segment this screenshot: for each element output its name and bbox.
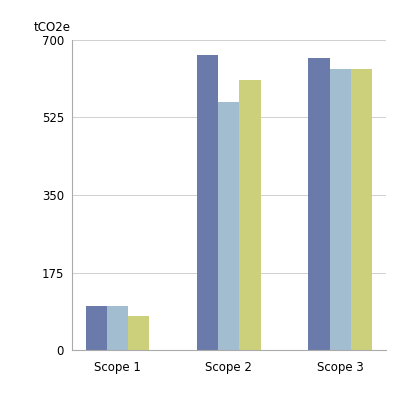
Bar [107, 306, 128, 350]
Bar [218, 102, 240, 350]
Bar [86, 306, 107, 350]
Bar [330, 68, 351, 350]
Bar [240, 80, 261, 350]
Bar [308, 58, 330, 350]
Text: tCO2e: tCO2e [34, 21, 71, 33]
Bar [128, 316, 149, 350]
Bar [351, 68, 372, 350]
Bar [197, 55, 218, 350]
